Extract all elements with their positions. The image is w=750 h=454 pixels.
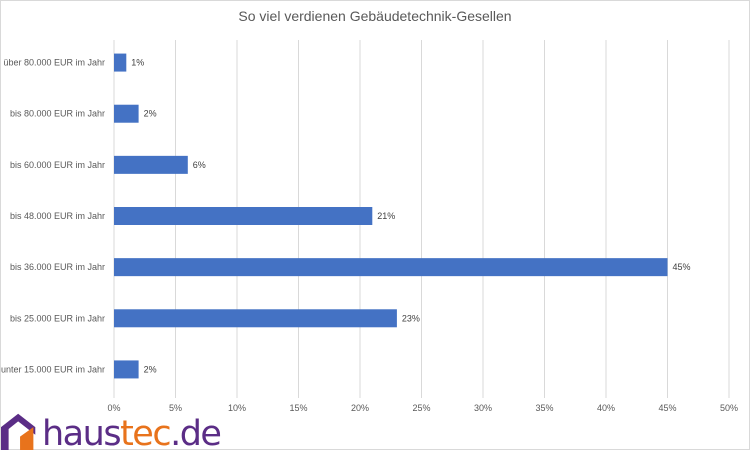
bar	[114, 155, 188, 174]
category-label: bis 25.000 EUR im Jahr	[10, 313, 105, 323]
category-label: über 80.000 EUR im Jahr	[3, 58, 105, 68]
x-tick-label: 50%	[720, 403, 738, 413]
category-label: bis 60.000 EUR im Jahr	[10, 160, 105, 170]
x-tick-label: 5%	[169, 403, 182, 413]
house-icon	[1, 413, 36, 450]
logo-text-haus: haus	[42, 414, 122, 454]
category-label: bis 48.000 EUR im Jahr	[10, 211, 105, 221]
category-label: bis 80.000 EUR im Jahr	[10, 109, 105, 119]
bar	[114, 207, 373, 225]
category-label: unter 15.000 EUR im Jahr	[1, 364, 105, 374]
bar	[114, 104, 139, 123]
bar	[114, 360, 139, 379]
logo-text-tec: tec	[120, 414, 172, 454]
x-tick-label: 10%	[228, 403, 246, 413]
x-tick-label: 40%	[597, 403, 615, 413]
x-tick-label: 20%	[351, 403, 369, 413]
data-label: 23%	[402, 313, 420, 323]
x-tick-label: 30%	[474, 403, 492, 413]
chart-title: So viel verdienen Gebäudetechnik-Geselle…	[238, 8, 512, 24]
x-tick-label: 0%	[107, 403, 120, 413]
data-label: 2%	[144, 364, 157, 374]
haustec-logo: haustec.de	[0, 410, 222, 452]
data-label: 6%	[193, 160, 206, 170]
bar	[114, 258, 668, 277]
bar	[114, 309, 397, 328]
bar	[114, 53, 127, 72]
x-tick-label: 15%	[289, 403, 307, 413]
data-label: 2%	[144, 109, 157, 119]
category-label: bis 36.000 EUR im Jahr	[10, 262, 105, 272]
x-tick-label: 35%	[535, 403, 553, 413]
logo-text-de: .de	[170, 414, 222, 454]
x-tick-label: 25%	[412, 403, 430, 413]
x-tick-label: 45%	[658, 403, 676, 413]
data-label: 45%	[673, 262, 691, 272]
data-label: 1%	[131, 58, 144, 68]
data-label: 21%	[377, 211, 395, 221]
